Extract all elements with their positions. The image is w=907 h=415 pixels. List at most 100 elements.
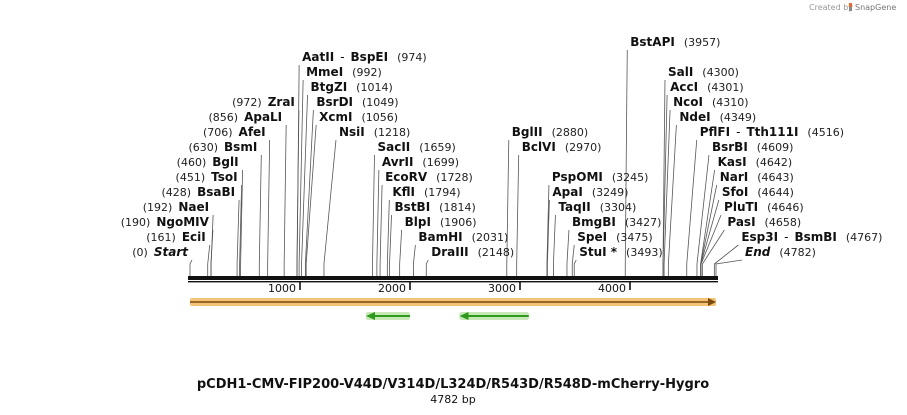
site-name: StuI *: [579, 245, 618, 259]
site-position: (3957): [684, 36, 721, 49]
leader-bgli: [240, 169, 243, 276]
site-bsrdi: BsrDI (1049): [316, 95, 398, 109]
site-name-2: Tth111I: [746, 125, 798, 139]
site-position: (4643): [757, 171, 794, 184]
site-pasi: PasI (4658): [727, 215, 801, 229]
leader-bsrdi: [304, 109, 314, 276]
site-name: NaeI: [178, 200, 209, 214]
site-ecorv: EcoRV (1728): [385, 170, 473, 184]
site-name: NdeI: [679, 110, 710, 124]
tick-label-1000: 1000: [268, 282, 296, 295]
site-name: PflFI: [700, 125, 730, 139]
site-name-separator: -: [784, 230, 788, 244]
site-name: BlpI: [405, 215, 431, 229]
leader-ecorv: [379, 184, 383, 276]
leader-apali: [283, 124, 287, 276]
orf-arrowhead: [708, 298, 716, 306]
site-position: (192): [143, 201, 173, 214]
site-stui: StuI * (3493): [579, 245, 662, 259]
site-blpi: BlpI (1906): [405, 215, 477, 229]
site-position: (4644): [757, 186, 794, 199]
features: [190, 298, 716, 320]
leader-taqii: [553, 214, 556, 276]
site-bamhi: BamHI (2031): [418, 230, 508, 244]
site-position: (190): [121, 216, 151, 229]
site-name-2: BsmBI: [794, 230, 836, 244]
site-avrii: AvrII (1699): [382, 155, 459, 169]
credit-prefix: Created by: [809, 3, 853, 12]
site-name: DraIII: [431, 245, 468, 259]
site-name: BsrBI: [712, 140, 748, 154]
site-spei: SpeI (3475): [577, 230, 652, 244]
backbone: 1000 2000 3000 4000: [188, 276, 718, 295]
site-bsmi: BsmI (630): [188, 140, 257, 154]
leader-bclvi: [516, 154, 520, 276]
leader-sacii: [372, 154, 375, 276]
leader-pasi: [701, 229, 725, 276]
site-position: (1014): [356, 81, 393, 94]
leader-end: [715, 259, 743, 276]
leader-bstbi: [389, 214, 392, 276]
leader-esp3i: [713, 244, 739, 276]
backbone-edge: [188, 281, 718, 283]
leader-btgzi: [301, 94, 308, 276]
leader-bglii: [506, 139, 510, 276]
site-name: BsaBI: [197, 185, 235, 199]
site-position: (161): [146, 231, 176, 244]
site-position: (3249): [592, 186, 629, 199]
leader-ncoi: [663, 109, 671, 276]
site-bglii: BglII (2880): [512, 125, 588, 139]
site-position: (451): [176, 171, 206, 184]
site-pflfi-tth111i: PflFI - Tth111I (4516): [700, 125, 844, 139]
site-name: AatII: [302, 50, 334, 64]
leader-bstapi: [624, 49, 628, 276]
leader-acci: [662, 94, 668, 276]
leader-spei: [571, 244, 575, 276]
site-position: (1728): [436, 171, 473, 184]
leader-tsoi: [239, 184, 243, 276]
site-position: (3493): [626, 246, 663, 259]
site-position: (1794): [424, 186, 461, 199]
site-esp3i-bsmbi: Esp3I - BsmBI (4767): [741, 230, 882, 244]
site-name: NgoMIV: [156, 215, 209, 229]
site-name: BamHI: [418, 230, 462, 244]
site-position: (428): [161, 186, 191, 199]
site-position: (0): [132, 246, 148, 259]
site-xcmi: XcmI (1056): [319, 110, 398, 124]
site-bstapi: BstAPI (3957): [630, 35, 720, 49]
leader-afei: [267, 139, 271, 276]
site-name: TaqII: [558, 200, 590, 214]
site-position: (974): [397, 51, 427, 64]
site-position: (4310): [712, 96, 749, 109]
site-kfli: KflI (1794): [392, 185, 460, 199]
site-name-separator: -: [736, 125, 740, 139]
site-apali: ApaLI (856): [208, 110, 282, 124]
site-position: (4642): [756, 156, 793, 169]
leader-start: [189, 259, 193, 276]
site-sfoi: SfoI (4644): [722, 185, 794, 199]
site-name: Start: [154, 245, 189, 259]
site-name: EciI: [182, 230, 206, 244]
leader-kfli: [386, 199, 390, 276]
site-position: (460): [177, 156, 207, 169]
map-title: pCDH1-CMV-FIP200-V44D/V314D/L324D/R543D/…: [197, 377, 709, 392]
site-end: End (4782): [745, 245, 816, 259]
tick-label-4000: 4000: [598, 282, 626, 295]
site-name: BmgBI: [572, 215, 616, 229]
site-position: (4782): [779, 246, 816, 259]
site-mmei: MmeI (992): [306, 65, 382, 79]
snapgene-credit: Created by SnapGene: [809, 3, 896, 12]
leader-bsabi: [236, 199, 240, 276]
site-name: PasI: [727, 215, 755, 229]
credit-brand: SnapGene: [855, 3, 896, 12]
site-position: (4516): [807, 126, 844, 139]
leader-naei: [210, 214, 214, 276]
leader-pluti: [700, 214, 722, 276]
site-taqii: TaqII (3304): [558, 200, 636, 214]
site-position: (3304): [600, 201, 637, 214]
site-name: BclVI: [522, 140, 556, 154]
site-position: (992): [352, 66, 382, 79]
reverse-feature-arrowhead-1: [365, 312, 375, 320]
site-position: (4609): [757, 141, 794, 154]
